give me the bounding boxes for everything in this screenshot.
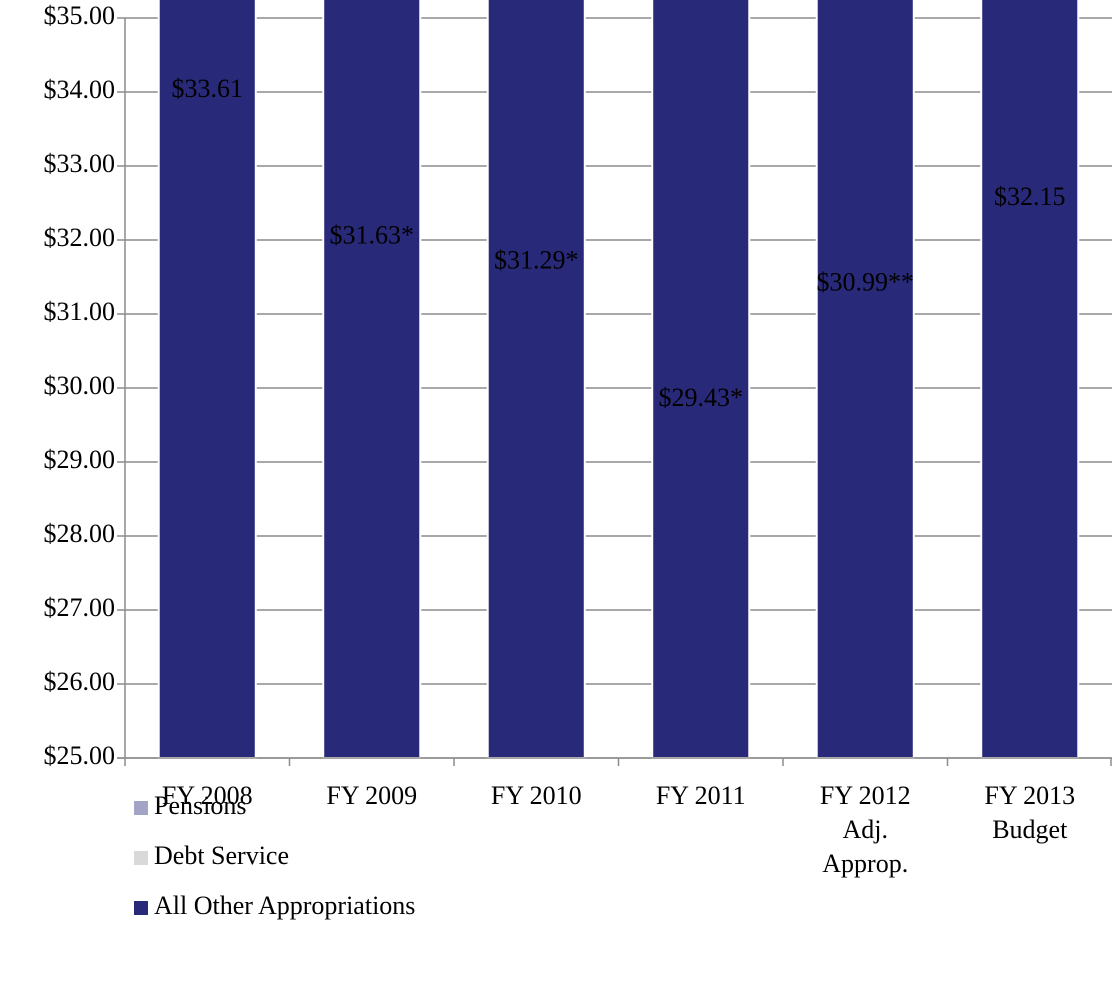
- legend-label: All Other Appropriations: [154, 891, 415, 920]
- legend-label: Pensions: [154, 791, 246, 820]
- bar-segment: [486, 0, 586, 759]
- bar-segment: [815, 0, 915, 760]
- legend-swatch: [134, 801, 148, 815]
- x-tick-label: FY 2010: [491, 781, 582, 810]
- total-label: $31.63*: [330, 220, 415, 249]
- bar-segment: [157, 0, 257, 759]
- legend-label: Debt Service: [154, 841, 289, 870]
- y-tick-label: $30.00: [44, 371, 116, 400]
- x-tick-label: FY 2008: [162, 781, 253, 810]
- x-tick-label: FY 2013 Budget: [984, 781, 1075, 844]
- legend-swatch: [134, 901, 148, 915]
- y-tick-label: $26.00: [44, 667, 116, 696]
- total-label: $30.99**: [817, 268, 915, 297]
- y-tick-label: $27.00: [44, 593, 116, 622]
- y-tick-label: $25.00: [44, 741, 116, 770]
- y-tick-label: $35.00: [44, 1, 116, 30]
- y-tick-label: $33.00: [44, 149, 116, 178]
- x-tick-label: FY 2011: [656, 781, 746, 810]
- y-tick-label: $34.00: [44, 75, 116, 104]
- total-label: $31.29*: [494, 246, 579, 275]
- bar-segment: [651, 0, 751, 759]
- total-label: $33.61: [172, 74, 244, 103]
- legend-swatch: [134, 851, 148, 865]
- total-label: $32.15: [994, 182, 1066, 211]
- y-tick-label: $28.00: [44, 519, 116, 548]
- total-label: $29.43*: [659, 383, 744, 412]
- bar-segment: [322, 0, 422, 759]
- y-tick-label: $31.00: [44, 297, 116, 326]
- x-tick-label: FY 2009: [326, 781, 417, 810]
- bar-segment: [980, 0, 1080, 759]
- x-tick-label: FY 2012 Adj. Approp.: [820, 781, 911, 878]
- y-tick-label: $29.00: [44, 445, 116, 474]
- y-tick-label: $32.00: [44, 223, 116, 252]
